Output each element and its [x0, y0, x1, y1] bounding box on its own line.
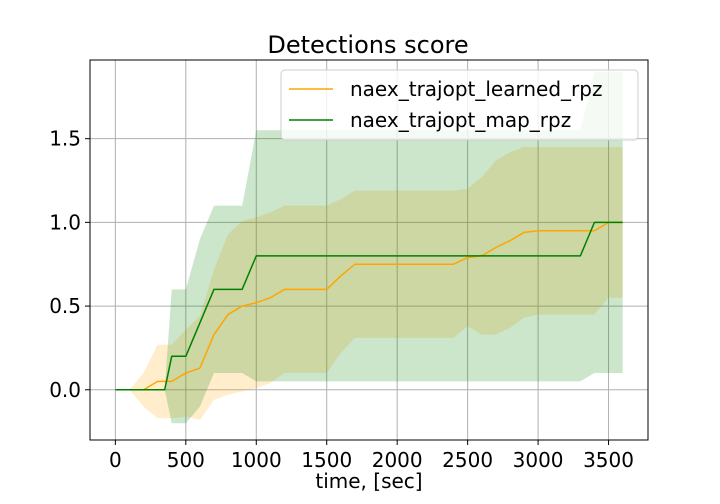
confidence-band-1 — [115, 71, 623, 424]
x-tick-label: 2500 — [442, 448, 493, 472]
x-tick-label: 3000 — [513, 448, 564, 472]
series-line-0 — [115, 221, 623, 391]
x-axis-label: time, [sec] — [315, 469, 422, 493]
x-tick-label: 1500 — [301, 448, 352, 472]
series-lines — [115, 221, 623, 391]
y-tick-label: 1.0 — [49, 210, 81, 234]
y-tick-label: 0.0 — [49, 378, 81, 402]
y-tick-label: 1.5 — [49, 127, 81, 151]
confidence-bands — [115, 71, 623, 424]
plot-frame — [89, 59, 649, 441]
chart-title: Detections score — [267, 31, 468, 59]
legend-label-learned: naex_trajopt_learned_rpz — [350, 77, 602, 101]
x-tick-label: 2000 — [372, 448, 423, 472]
x-tick-label: 3500 — [583, 448, 634, 472]
legend: naex_trajopt_learned_rpz naex_trajopt_ma… — [280, 69, 639, 141]
series-line-1 — [115, 221, 623, 391]
x-axis: 0 500 1000 1500 2000 2500 3000 3500 — [109, 440, 634, 472]
x-tick-label: 1000 — [231, 448, 282, 472]
confidence-band-0 — [115, 147, 623, 420]
legend-box — [280, 69, 639, 141]
x-tick-label: 0 — [109, 448, 122, 472]
y-axis: 0.0 0.5 1.0 1.5 — [49, 127, 90, 402]
legend-label-map: naex_trajopt_map_rpz — [350, 108, 571, 132]
y-tick-label: 0.5 — [49, 294, 81, 318]
x-tick-label: 500 — [167, 448, 205, 472]
